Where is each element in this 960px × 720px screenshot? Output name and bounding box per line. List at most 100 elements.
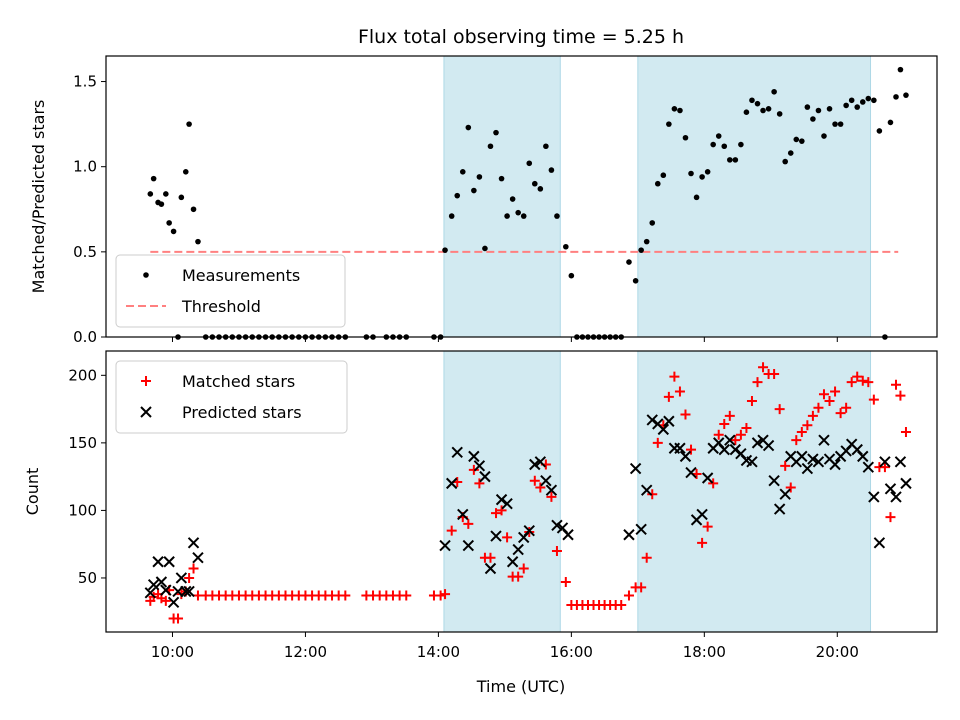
legend-label: Threshold: [181, 297, 261, 316]
data-point: [796, 427, 807, 438]
data-point: [163, 556, 175, 568]
data-point: [448, 213, 455, 219]
data-point: [562, 529, 574, 541]
data-point: [857, 375, 868, 386]
data-point: [671, 105, 678, 112]
data-point: [887, 119, 894, 126]
legend-box: [115, 254, 346, 328]
data-point: [186, 121, 192, 127]
data-point: [504, 213, 510, 219]
data-point: [540, 474, 552, 487]
data-point: [543, 143, 549, 150]
data-point: [721, 143, 728, 150]
legend-dot-swatch: [143, 272, 149, 278]
data-point: [657, 423, 670, 436]
data-point: [751, 437, 764, 449]
data-point: [512, 543, 524, 556]
data-point: [340, 590, 351, 601]
data-point: [167, 596, 180, 608]
data-point: [435, 590, 446, 601]
data-point: [652, 437, 663, 448]
data-point: [769, 368, 780, 379]
data-point: [495, 493, 508, 506]
data-point: [863, 377, 874, 388]
data-point: [660, 172, 667, 179]
data-point: [780, 460, 791, 471]
x-tick-label: 12:00: [284, 643, 327, 661]
data-point: [801, 462, 814, 475]
data-point: [774, 404, 785, 415]
legend-box: [115, 360, 348, 434]
data-point: [491, 508, 502, 519]
data-point: [754, 100, 761, 107]
data-point: [807, 453, 819, 465]
data-point: [178, 194, 185, 201]
data-point: [843, 102, 849, 109]
data-point: [729, 443, 742, 456]
data-point: [465, 124, 472, 131]
data-point: [785, 482, 796, 493]
data-point: [439, 539, 451, 552]
y-tick-label: 1.0: [73, 158, 97, 176]
data-point: [900, 427, 911, 438]
data-point: [674, 442, 686, 454]
data-point: [501, 497, 513, 510]
series-predicted-stars: [144, 414, 912, 608]
shaded-interval: [637, 56, 871, 337]
data-point: [724, 410, 735, 421]
data-point: [746, 395, 757, 406]
x-tick-label: 20:00: [816, 643, 859, 661]
x-axis-label: Time (UTC): [476, 677, 565, 696]
x-tick-label: 10:00: [151, 643, 194, 661]
data-point: [163, 191, 169, 197]
series-matched-stars: [145, 362, 911, 624]
data-point: [715, 133, 722, 139]
data-point: [868, 394, 879, 405]
data-point: [894, 456, 907, 468]
data-point: [810, 116, 816, 122]
data-point: [773, 503, 786, 515]
data-point: [796, 450, 808, 463]
data-point: [663, 391, 674, 402]
data-point: [699, 174, 705, 180]
data-point: [546, 491, 557, 502]
data-point: [188, 563, 199, 574]
data-point: [401, 590, 412, 601]
shaded-interval: [637, 351, 871, 632]
data-point: [854, 104, 861, 110]
data-point: [724, 434, 736, 446]
data-point: [568, 272, 575, 279]
data-point: [649, 220, 656, 226]
data-point: [758, 362, 769, 373]
data-point: [824, 395, 835, 406]
data-point: [520, 213, 527, 219]
data-point: [476, 174, 483, 180]
data-point: [818, 434, 830, 446]
data-point: [442, 247, 448, 253]
x-tick-label: 16:00: [550, 643, 593, 661]
data-point: [531, 180, 538, 187]
data-point: [804, 104, 811, 110]
data-point: [646, 414, 658, 426]
data-point: [779, 488, 791, 500]
x-tick-label: 18:00: [683, 643, 726, 661]
data-point: [793, 136, 800, 143]
data-point: [871, 97, 877, 104]
data-point: [679, 450, 692, 463]
data-point: [463, 518, 474, 529]
data-point: [537, 186, 544, 192]
data-point: [813, 402, 824, 413]
plot-frame: [105, 55, 938, 338]
data-point: [727, 157, 733, 163]
y-tick-label: 0.5: [73, 243, 97, 261]
data-point: [184, 572, 195, 583]
y-tick-label: 0.0: [73, 328, 97, 346]
data-point: [837, 121, 844, 127]
data-point: [848, 97, 855, 104]
legend-label: Measurements: [182, 266, 300, 285]
data-point: [147, 579, 160, 591]
data-point: [807, 410, 818, 421]
data-point: [895, 390, 906, 401]
data-point: [868, 491, 880, 503]
